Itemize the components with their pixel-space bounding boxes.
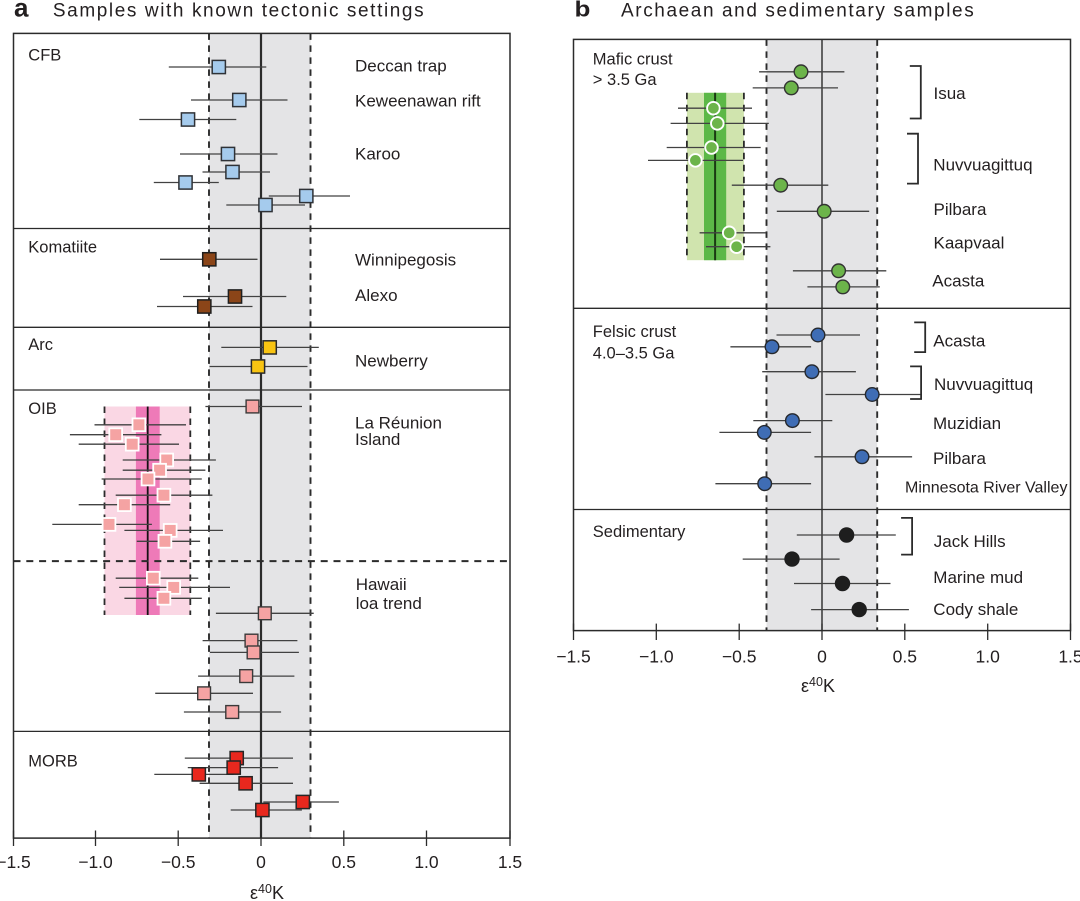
svg-text:1.5: 1.5 xyxy=(1058,646,1080,666)
svg-text:−1.0: −1.0 xyxy=(639,646,674,666)
svg-text:Isua: Isua xyxy=(934,84,967,103)
svg-text:Archaean and sedimentary sampl: Archaean and sedimentary samples xyxy=(621,1,975,22)
svg-text:0: 0 xyxy=(817,646,827,666)
svg-text:0.5: 0.5 xyxy=(332,852,356,872)
svg-text:CFB: CFB xyxy=(28,46,61,64)
svg-text:b: b xyxy=(575,0,591,22)
svg-text:Nuvvuagittuq: Nuvvuagittuq xyxy=(934,375,1033,394)
svg-text:1.0: 1.0 xyxy=(414,852,439,872)
svg-text:Island: Island xyxy=(355,430,400,449)
svg-text:Kaapvaal: Kaapvaal xyxy=(934,233,1005,252)
svg-text:loa trend: loa trend xyxy=(356,594,422,613)
svg-text:Minnesota River Valley: Minnesota River Valley xyxy=(905,480,1067,497)
svg-text:Mafic crust: Mafic crust xyxy=(593,50,673,68)
svg-text:Arc: Arc xyxy=(28,336,53,354)
svg-text:Nuvvuagittuq: Nuvvuagittuq xyxy=(933,156,1032,175)
svg-text:MORB: MORB xyxy=(28,753,78,771)
svg-text:Hawaii: Hawaii xyxy=(356,575,407,594)
svg-text:Cody shale: Cody shale xyxy=(933,600,1018,619)
svg-text:Karoo: Karoo xyxy=(355,144,400,163)
svg-text:Deccan trap: Deccan trap xyxy=(355,57,447,76)
svg-text:Acasta: Acasta xyxy=(932,272,985,291)
svg-text:Newberry: Newberry xyxy=(355,352,428,371)
svg-text:Sedimentary: Sedimentary xyxy=(593,523,686,541)
svg-text:Pilbara: Pilbara xyxy=(934,200,987,219)
svg-text:−1.5: −1.5 xyxy=(556,646,591,666)
svg-text:Jack Hills: Jack Hills xyxy=(934,532,1006,551)
svg-text:4.0–3.5 Ga: 4.0–3.5 Ga xyxy=(593,344,675,362)
svg-text:OIB: OIB xyxy=(28,400,56,418)
svg-text:−0.5: −0.5 xyxy=(161,852,196,872)
svg-text:La Réunion: La Réunion xyxy=(355,414,442,433)
svg-text:Winnipegosis: Winnipegosis xyxy=(355,250,456,269)
svg-text:0.5: 0.5 xyxy=(893,646,917,666)
svg-text:1.0: 1.0 xyxy=(976,646,1001,666)
svg-text:Keweenawan rift: Keweenawan rift xyxy=(355,92,481,111)
svg-text:a: a xyxy=(14,0,29,23)
svg-text:−1.0: −1.0 xyxy=(78,852,113,872)
svg-text:Pilbara: Pilbara xyxy=(933,449,986,468)
svg-text:−0.5: −0.5 xyxy=(722,646,757,666)
svg-text:> 3.5 Ga: > 3.5 Ga xyxy=(593,71,658,89)
svg-text:0: 0 xyxy=(256,852,266,872)
svg-text:−1.5: −1.5 xyxy=(0,852,31,872)
svg-text:Acasta: Acasta xyxy=(933,332,986,351)
svg-text:1.5: 1.5 xyxy=(498,852,522,872)
svg-text:Marine mud: Marine mud xyxy=(933,568,1023,587)
svg-text:Muzidian: Muzidian xyxy=(933,414,1001,433)
svg-text:Felsic crust: Felsic crust xyxy=(593,323,677,341)
svg-text:Alexo: Alexo xyxy=(355,286,398,305)
svg-text:Komatiite: Komatiite xyxy=(28,239,97,257)
svg-text:Samples with known tectonic se: Samples with known tectonic settings xyxy=(53,1,425,22)
